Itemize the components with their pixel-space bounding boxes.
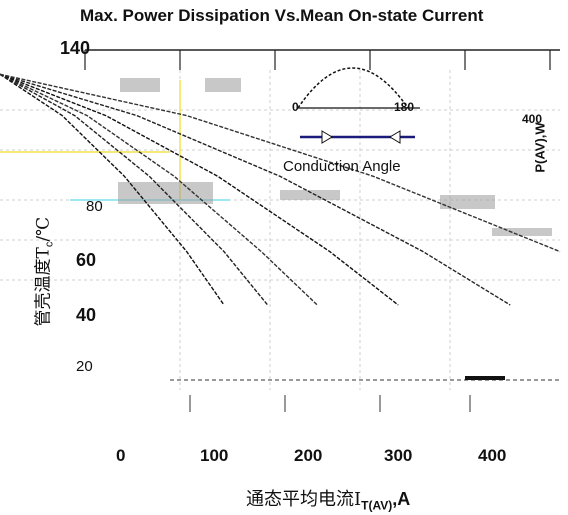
hatched-block xyxy=(440,195,495,209)
x-tick-label: 300 xyxy=(384,446,413,465)
y-axis-label: 管壳温度Tc/℃ xyxy=(33,216,56,327)
conduction-arrow-right xyxy=(389,130,401,144)
conduction-angle-label: Conduction Angle xyxy=(283,158,401,175)
x-tick-label: 200 xyxy=(294,446,323,465)
series-line-2 xyxy=(0,73,269,306)
series-line-3 xyxy=(0,73,318,306)
inset-waveform xyxy=(297,67,409,109)
right-axis-label: P(AV),W xyxy=(532,122,548,173)
x-axis-label: 通态平均电流IT(AV),A xyxy=(246,489,411,513)
top-axis-tick: 400 xyxy=(522,112,543,126)
top-axis-tick: 0 xyxy=(292,100,299,114)
series-line-4 xyxy=(0,73,399,306)
series-line-1 xyxy=(0,73,225,306)
hatched-block xyxy=(205,78,241,92)
top-axis-tick: 180 xyxy=(394,100,415,114)
x-tick-label: 0 xyxy=(116,446,126,465)
hatched-block xyxy=(280,190,340,200)
x-tick-label: 100 xyxy=(200,446,229,465)
y-tick-label: 140 xyxy=(60,38,91,58)
y-tick-label: 20 xyxy=(76,358,93,375)
x-tick-label: 400 xyxy=(478,446,507,465)
y-tick-label: 80 xyxy=(86,198,103,215)
series-line-6 xyxy=(0,73,561,253)
chart-title: Max. Power Dissipation Vs.Mean On-state … xyxy=(80,6,484,25)
hatched-block xyxy=(492,228,552,236)
y-tick-label: 60 xyxy=(76,250,97,270)
conduction-arrow-left xyxy=(321,130,333,144)
series-line-5 xyxy=(0,73,511,306)
y-tick-label: 40 xyxy=(76,305,97,325)
hatched-block xyxy=(120,78,160,92)
